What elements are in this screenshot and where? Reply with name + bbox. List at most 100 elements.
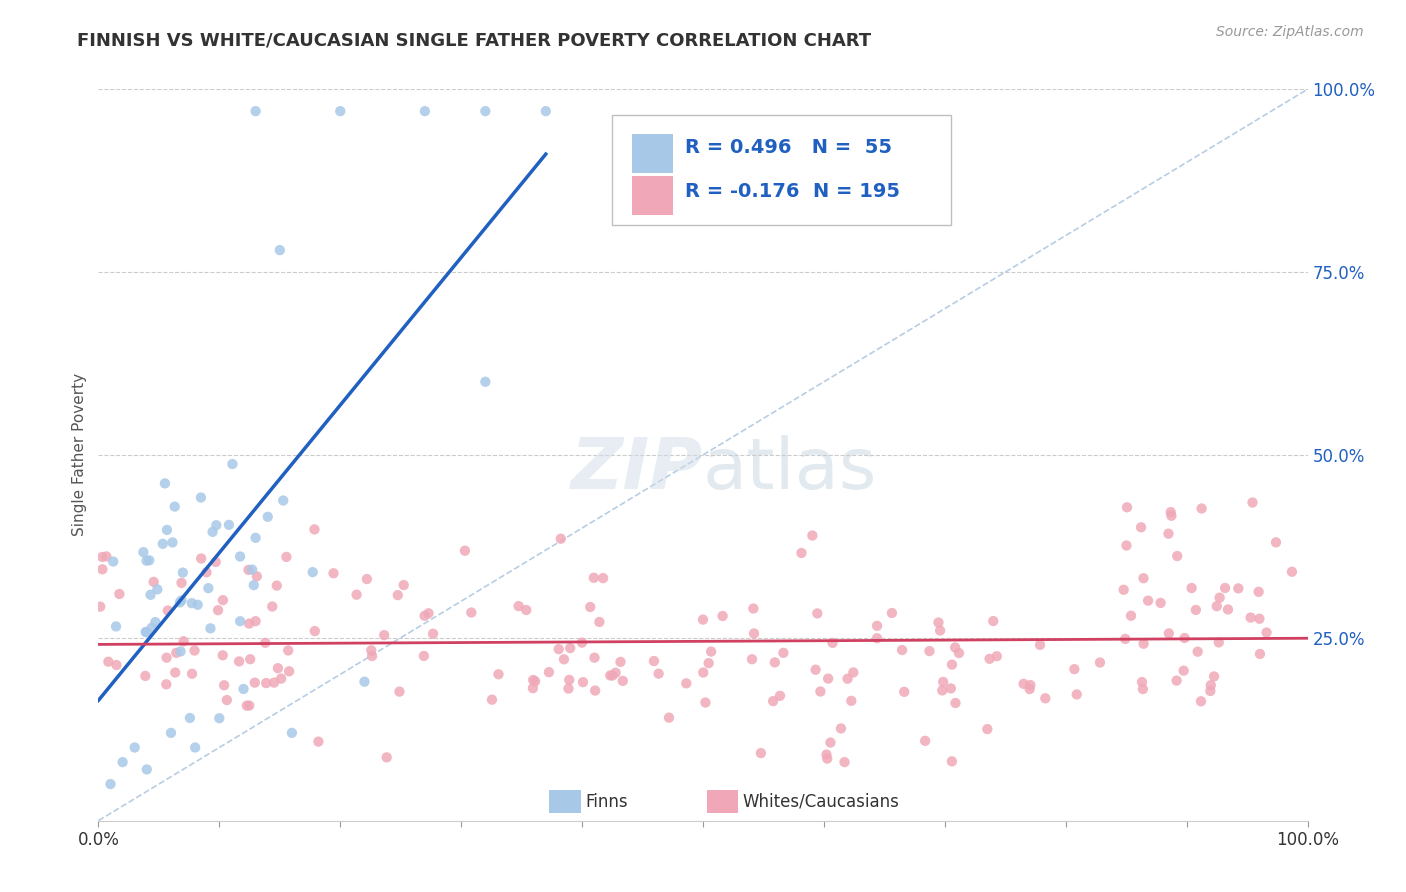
Point xyxy=(360,643,382,657)
Point xyxy=(1160,505,1182,519)
Point xyxy=(254,636,277,650)
Point xyxy=(557,681,579,696)
Point xyxy=(138,553,160,567)
Text: ZIP: ZIP xyxy=(571,435,703,504)
Point xyxy=(866,619,889,633)
Point xyxy=(772,646,794,660)
Point xyxy=(418,607,440,621)
Point xyxy=(243,675,266,690)
Point xyxy=(1216,602,1239,616)
Point xyxy=(183,643,205,657)
Point xyxy=(508,599,530,614)
Point xyxy=(1166,673,1188,688)
Point xyxy=(981,614,1004,628)
Point xyxy=(1012,677,1035,691)
Point xyxy=(1029,638,1052,652)
Point xyxy=(155,650,177,665)
Point xyxy=(880,606,903,620)
Point xyxy=(522,681,544,695)
Point xyxy=(1115,539,1137,553)
Point xyxy=(266,579,288,593)
Point xyxy=(515,603,537,617)
Point xyxy=(276,549,298,564)
Point xyxy=(201,524,224,539)
Point xyxy=(571,635,593,649)
Point xyxy=(1033,691,1056,706)
Point xyxy=(375,750,398,764)
Point xyxy=(1019,678,1042,692)
Point xyxy=(96,549,118,564)
FancyBboxPatch shape xyxy=(631,134,672,173)
Text: atlas: atlas xyxy=(703,435,877,504)
Point xyxy=(124,740,146,755)
Point xyxy=(135,763,157,777)
Point xyxy=(692,613,714,627)
FancyBboxPatch shape xyxy=(631,176,672,215)
Point xyxy=(675,676,697,690)
Point xyxy=(941,657,963,672)
Point xyxy=(1199,678,1222,692)
Point xyxy=(1281,565,1303,579)
Point xyxy=(172,566,194,580)
Point xyxy=(1119,608,1142,623)
Point xyxy=(837,672,859,686)
Point xyxy=(156,523,179,537)
Text: R = 0.496   N =  55: R = 0.496 N = 55 xyxy=(685,138,891,157)
Point xyxy=(169,644,191,658)
Point xyxy=(572,675,595,690)
Point xyxy=(179,711,201,725)
Point xyxy=(165,665,187,680)
Point xyxy=(1132,637,1154,651)
Point xyxy=(281,726,304,740)
Point xyxy=(1189,694,1212,708)
Point xyxy=(1199,684,1222,698)
Point xyxy=(599,668,621,682)
Point xyxy=(1181,581,1204,595)
Point xyxy=(156,603,179,617)
FancyBboxPatch shape xyxy=(707,790,738,814)
Point xyxy=(1166,549,1188,563)
Text: Source: ZipAtlas.com: Source: ZipAtlas.com xyxy=(1216,25,1364,39)
Point xyxy=(392,578,415,592)
Point xyxy=(412,648,434,663)
Point xyxy=(221,457,243,471)
Point xyxy=(256,509,278,524)
Point xyxy=(553,652,575,666)
Point xyxy=(834,755,856,769)
Point xyxy=(488,667,510,681)
Point xyxy=(1208,635,1230,649)
Point xyxy=(927,615,949,630)
Point xyxy=(152,537,174,551)
Point xyxy=(353,674,375,689)
Point xyxy=(388,684,411,698)
Point xyxy=(769,689,792,703)
Point xyxy=(1063,662,1085,676)
Point xyxy=(91,562,114,576)
Point xyxy=(180,596,202,610)
Point xyxy=(269,243,291,257)
Point xyxy=(1187,645,1209,659)
Point xyxy=(582,571,605,585)
Point xyxy=(141,621,163,635)
Point xyxy=(163,500,186,514)
Point xyxy=(238,698,260,713)
Point xyxy=(132,545,155,559)
Point xyxy=(153,476,176,491)
Point xyxy=(986,649,1008,664)
Point xyxy=(205,518,228,533)
Point xyxy=(839,694,862,708)
Point xyxy=(97,655,120,669)
Point xyxy=(170,575,193,590)
Point xyxy=(1130,520,1153,534)
Point xyxy=(229,614,252,628)
Point xyxy=(187,598,209,612)
Point xyxy=(583,650,606,665)
Point xyxy=(239,652,262,666)
Point xyxy=(212,678,235,692)
Point xyxy=(170,593,193,607)
Point xyxy=(1132,682,1154,697)
Point xyxy=(146,582,169,597)
Point xyxy=(200,621,222,635)
Point xyxy=(307,734,329,748)
Point xyxy=(1249,612,1271,626)
